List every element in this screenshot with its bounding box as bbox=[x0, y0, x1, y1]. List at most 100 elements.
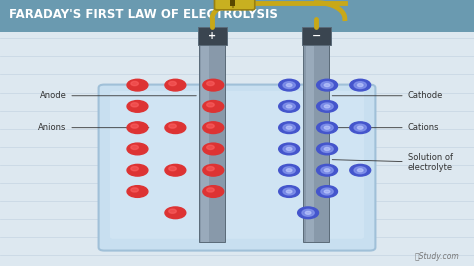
Circle shape bbox=[165, 122, 186, 134]
Circle shape bbox=[324, 126, 330, 129]
Circle shape bbox=[127, 143, 148, 155]
Circle shape bbox=[203, 164, 224, 176]
Circle shape bbox=[207, 103, 214, 107]
Circle shape bbox=[321, 188, 333, 195]
Circle shape bbox=[207, 188, 214, 192]
Circle shape bbox=[279, 164, 300, 176]
FancyBboxPatch shape bbox=[99, 85, 375, 251]
Circle shape bbox=[317, 164, 337, 176]
Circle shape bbox=[324, 84, 330, 87]
Bar bbox=[302, 27, 331, 45]
Circle shape bbox=[321, 103, 333, 110]
Circle shape bbox=[131, 188, 138, 192]
Text: Cathode: Cathode bbox=[332, 91, 443, 100]
Circle shape bbox=[321, 82, 333, 89]
Circle shape bbox=[131, 145, 138, 149]
Circle shape bbox=[169, 209, 176, 213]
Circle shape bbox=[350, 164, 371, 176]
Bar bbox=[306, 40, 313, 242]
Circle shape bbox=[286, 105, 292, 108]
Circle shape bbox=[283, 82, 295, 89]
Circle shape bbox=[321, 124, 333, 131]
Circle shape bbox=[131, 81, 138, 86]
Circle shape bbox=[286, 147, 292, 151]
Circle shape bbox=[324, 190, 330, 193]
Circle shape bbox=[169, 81, 176, 86]
Circle shape bbox=[283, 124, 295, 131]
Circle shape bbox=[317, 122, 337, 134]
Circle shape bbox=[324, 147, 330, 151]
Circle shape bbox=[283, 167, 295, 174]
Circle shape bbox=[279, 186, 300, 197]
Circle shape bbox=[169, 167, 176, 171]
FancyBboxPatch shape bbox=[110, 91, 364, 239]
Circle shape bbox=[354, 82, 366, 89]
Circle shape bbox=[286, 126, 292, 129]
Circle shape bbox=[324, 169, 330, 172]
Circle shape bbox=[283, 103, 295, 110]
Circle shape bbox=[279, 79, 300, 91]
Circle shape bbox=[207, 145, 214, 149]
Circle shape bbox=[203, 79, 224, 91]
Circle shape bbox=[203, 143, 224, 155]
Circle shape bbox=[357, 84, 363, 87]
Text: −: − bbox=[312, 31, 321, 41]
Text: Cations: Cations bbox=[332, 123, 439, 132]
Circle shape bbox=[324, 105, 330, 108]
Circle shape bbox=[127, 164, 148, 176]
Circle shape bbox=[203, 186, 224, 197]
Circle shape bbox=[127, 79, 148, 91]
Circle shape bbox=[279, 122, 300, 134]
Text: Anode: Anode bbox=[39, 91, 196, 100]
Circle shape bbox=[302, 209, 314, 216]
Bar bbox=[201, 40, 209, 242]
Circle shape bbox=[283, 188, 295, 195]
Text: FARADAY'S FIRST LAW OF ELECTROLYSIS: FARADAY'S FIRST LAW OF ELECTROLYSIS bbox=[9, 8, 278, 21]
Circle shape bbox=[203, 101, 224, 112]
Circle shape bbox=[127, 122, 148, 134]
Circle shape bbox=[207, 167, 214, 171]
Circle shape bbox=[321, 167, 333, 174]
Text: Solution of
electrolyte: Solution of electrolyte bbox=[332, 153, 453, 172]
Circle shape bbox=[286, 169, 292, 172]
Circle shape bbox=[298, 207, 319, 219]
Circle shape bbox=[317, 143, 337, 155]
Circle shape bbox=[354, 167, 366, 174]
FancyBboxPatch shape bbox=[214, 0, 255, 10]
Bar bbox=[230, 0, 235, 6]
Circle shape bbox=[131, 167, 138, 171]
Bar bbox=[303, 40, 329, 242]
Circle shape bbox=[317, 186, 337, 197]
Circle shape bbox=[357, 126, 363, 129]
Bar bbox=[199, 40, 225, 242]
Circle shape bbox=[305, 211, 311, 214]
Circle shape bbox=[317, 101, 337, 112]
Circle shape bbox=[279, 101, 300, 112]
Circle shape bbox=[165, 164, 186, 176]
Text: ⓄStudy.com: ⓄStudy.com bbox=[415, 252, 460, 261]
Circle shape bbox=[127, 186, 148, 197]
Bar bbox=[198, 27, 227, 45]
Circle shape bbox=[203, 122, 224, 134]
Circle shape bbox=[131, 103, 138, 107]
Circle shape bbox=[286, 190, 292, 193]
Circle shape bbox=[350, 122, 371, 134]
Text: Anions: Anions bbox=[38, 123, 149, 132]
Circle shape bbox=[279, 143, 300, 155]
Circle shape bbox=[317, 79, 337, 91]
Circle shape bbox=[207, 124, 214, 128]
Circle shape bbox=[357, 169, 363, 172]
Circle shape bbox=[321, 146, 333, 152]
Circle shape bbox=[131, 124, 138, 128]
Text: +: + bbox=[208, 31, 216, 41]
Circle shape bbox=[127, 101, 148, 112]
Bar bbox=[0, 0, 474, 32]
Circle shape bbox=[165, 207, 186, 219]
Circle shape bbox=[354, 124, 366, 131]
Circle shape bbox=[286, 84, 292, 87]
Circle shape bbox=[283, 146, 295, 152]
Circle shape bbox=[207, 81, 214, 86]
Circle shape bbox=[169, 124, 176, 128]
Circle shape bbox=[350, 79, 371, 91]
Circle shape bbox=[165, 79, 186, 91]
